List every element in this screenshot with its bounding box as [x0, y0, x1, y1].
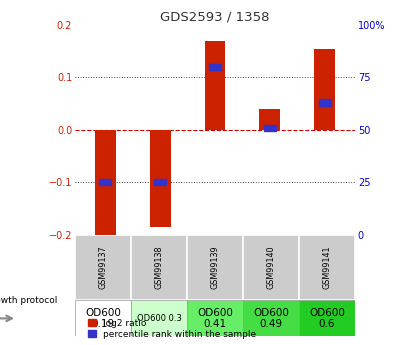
Bar [131, 235, 187, 300]
Bar [95, 130, 116, 237]
Text: OD600
0.19: OD600 0.19 [85, 308, 121, 329]
Bar [243, 300, 299, 336]
Bar [264, 125, 276, 131]
Bar [314, 49, 335, 130]
Bar [150, 130, 170, 227]
Text: growth protocol: growth protocol [0, 296, 58, 305]
Text: GSM99137: GSM99137 [98, 246, 108, 289]
Bar [299, 235, 355, 300]
Text: GSM99139: GSM99139 [210, 246, 220, 289]
Text: OD600
0.49: OD600 0.49 [253, 308, 289, 329]
Text: OD600
0.41: OD600 0.41 [197, 308, 233, 329]
Bar [187, 235, 243, 300]
Bar [75, 300, 131, 336]
Bar [75, 235, 131, 300]
Bar [131, 300, 187, 336]
Text: OD600 0.3: OD600 0.3 [137, 314, 181, 323]
Bar [205, 41, 225, 130]
Bar [260, 109, 280, 130]
Bar [243, 235, 299, 300]
Bar [154, 179, 166, 185]
Bar [99, 179, 111, 185]
Legend: log2 ratio, percentile rank within the sample: log2 ratio, percentile rank within the s… [87, 318, 256, 339]
Bar [319, 99, 331, 106]
Text: GSM99141: GSM99141 [322, 246, 332, 289]
Text: OD600
0.6: OD600 0.6 [309, 308, 345, 329]
Bar [299, 300, 355, 336]
Title: GDS2593 / 1358: GDS2593 / 1358 [160, 11, 270, 24]
Bar [209, 64, 221, 70]
Text: GSM99138: GSM99138 [154, 246, 164, 289]
Bar [187, 300, 243, 336]
Text: GSM99140: GSM99140 [266, 246, 276, 289]
